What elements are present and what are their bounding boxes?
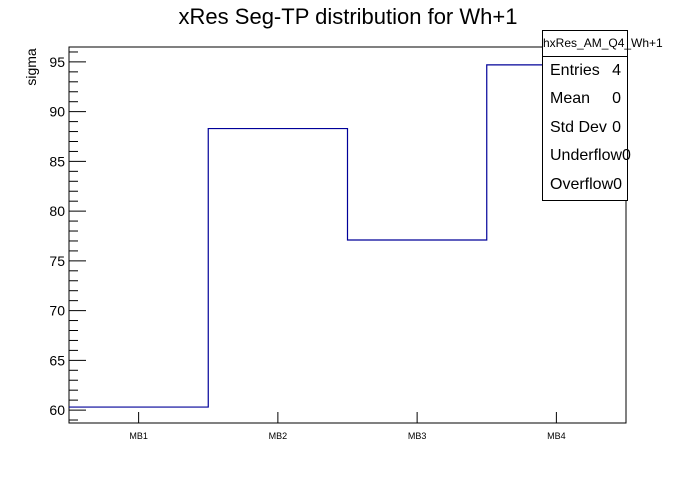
chart-title: xRes Seg-TP distribution for Wh+1	[179, 4, 518, 29]
stats-value: 0	[622, 147, 631, 165]
histogram-line	[69, 64, 626, 408]
stats-row-mean: Mean 0	[543, 85, 627, 113]
plot-frame	[68, 46, 627, 424]
x-tick-label: MB1	[129, 431, 148, 441]
y-tick-label: 65	[49, 352, 65, 368]
y-tick-label: 70	[49, 303, 65, 319]
x-tick-label: MB2	[269, 431, 288, 441]
stats-row-std-dev: Std Dev 0	[543, 114, 627, 142]
stats-value: 4	[612, 62, 621, 79]
stats-box: hxRes_AM_Q4_Wh+1 Entries 4 Mean 0 Std Dev 0 Un…	[542, 30, 663, 201]
y-tick-label: 80	[49, 203, 65, 219]
stats-label: Overflow	[550, 175, 614, 193]
stats-label: Entries	[550, 62, 600, 79]
stats-row-underflow: Underflow 0	[543, 142, 631, 170]
stats-label: Underflow	[550, 147, 623, 165]
stats-title: hxRes_AM_Q4_Wh+1	[543, 31, 663, 57]
stats-row-overflow: Overflow 0	[543, 171, 627, 199]
y-tick-label: 75	[49, 253, 65, 269]
y-tick-label: 60	[49, 402, 65, 418]
x-tick-label: MB3	[408, 431, 427, 441]
y-tick-label: 90	[49, 104, 65, 120]
stats-label: Mean	[550, 90, 591, 108]
y-tick-label: 95	[49, 54, 65, 70]
stats-value: 0	[612, 90, 621, 108]
y-axis-label: sigma	[23, 48, 39, 86]
y-tick-label: 85	[49, 153, 65, 169]
stats-label: Std Dev	[550, 118, 607, 136]
x-tick-label: MB4	[547, 431, 566, 441]
stats-value: 0	[612, 118, 621, 136]
stats-row-entries: Entries 4	[543, 57, 627, 85]
stats-value: 0	[613, 175, 623, 193]
